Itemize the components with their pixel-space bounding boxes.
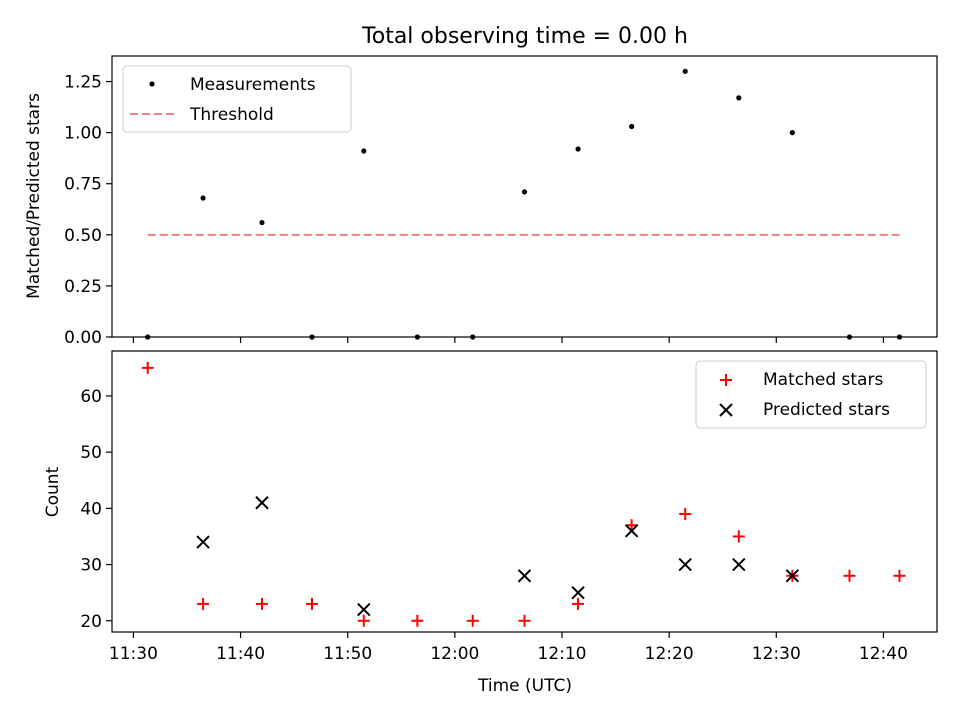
measurements-point <box>682 68 688 74</box>
matched-stars-point <box>843 569 856 582</box>
x-tick-label: 12:30 <box>752 644 801 664</box>
counts-y-tick-label: 20 <box>80 612 102 632</box>
measurements-point <box>200 195 206 201</box>
counts-panel: 11:30 11:40 11:50 12:00 12:10 12:20 12:30 12:40… <box>43 350 938 696</box>
x-tick-label: 11:50 <box>323 644 372 664</box>
ratio-y-tick-label: 1.00 <box>64 124 102 144</box>
counts-y-tick-label: 40 <box>80 499 102 519</box>
x-tick-label: 12:10 <box>538 644 587 664</box>
measurements-point <box>789 130 795 136</box>
matched-stars-point <box>256 597 268 610</box>
counts-series-layer <box>141 361 906 627</box>
chart-title: Total observing time = 0.00 h <box>361 24 688 49</box>
predicted-stars-point <box>196 535 210 549</box>
ratio-y-tick-label: 0.50 <box>64 226 102 246</box>
measurements-point <box>361 148 367 154</box>
ratio-y-tick-label: 0.75 <box>64 175 102 195</box>
matched-stars-point <box>572 597 585 610</box>
matched-stars-point <box>306 597 318 610</box>
ratio-legend: Measurements Threshold <box>122 65 352 133</box>
counts-y-tick-label: 60 <box>80 387 102 407</box>
predicted-stars-point <box>732 557 746 572</box>
x-tick-label: 12:40 <box>859 644 908 664</box>
measurements-point <box>736 95 742 101</box>
predicted-stars-point <box>255 496 269 510</box>
measurements-point <box>575 146 581 152</box>
legend-marker-measurements <box>149 81 155 87</box>
x-tick-label: 12:00 <box>430 644 479 664</box>
measurements-point <box>259 219 265 226</box>
counts-y-axis-label: Count <box>43 466 63 517</box>
x-axis-label: Time (UTC) <box>477 676 572 696</box>
ratio-y-tick-label: 1.25 <box>64 73 102 93</box>
matched-stars-point <box>197 597 210 610</box>
ratio-y-tick-label: 0.00 <box>64 328 102 348</box>
predicted-stars-point <box>571 585 585 600</box>
ratio-y-axis-label: Matched/Predicted stars <box>24 93 44 299</box>
x-tick-label: 11:40 <box>216 644 265 664</box>
legend-label-threshold: Threshold <box>189 105 274 125</box>
legend-marker-matched-stars <box>720 374 732 386</box>
predicted-stars-point <box>785 569 800 583</box>
ratio-plot-frame <box>111 55 938 338</box>
counts-plot-frame <box>111 350 938 633</box>
ratio-y-tick-label: 0.25 <box>64 277 102 297</box>
measurements-point <box>629 123 635 130</box>
predicted-stars-point <box>678 557 692 572</box>
matched-stars-point <box>141 361 154 374</box>
counts-y-tick-label: 30 <box>80 556 102 576</box>
legend-label-matched-stars: Matched stars <box>763 370 883 390</box>
counts-legend: Matched stars Predicted stars <box>695 360 927 429</box>
legend-label-predicted-stars: Predicted stars <box>763 400 890 420</box>
x-tick-label: 12:20 <box>645 644 694 664</box>
x-tick-label: 11:30 <box>109 644 158 664</box>
predicted-stars-point <box>624 524 639 538</box>
counts-y-tick-label: 50 <box>80 443 102 463</box>
legend-marker-predicted-stars <box>719 403 733 417</box>
matched-stars-point <box>893 569 906 582</box>
matched-stars-point <box>357 614 370 627</box>
counts-axes-layer: 11:30 11:40 11:50 12:00 12:10 12:20 12:30 12:40… <box>80 387 908 664</box>
predicted-stars-point <box>357 602 371 617</box>
matched-stars-point <box>518 614 531 627</box>
matched-stars-point <box>411 614 424 627</box>
ratio-legend-box <box>122 65 352 133</box>
matched-stars-point <box>466 614 479 627</box>
counts-legend-box <box>695 360 927 429</box>
legend-label-measurements: Measurements <box>190 75 316 95</box>
matched-stars-point <box>625 519 638 532</box>
ratio-axes-layer: 0.00 0.25 0.50 0.75 1.00 1.25 <box>64 73 885 348</box>
measurements-point <box>521 189 528 195</box>
ratio-panel: 0.00 0.25 0.50 0.75 1.00 1.25 Matched/Predict… <box>24 55 938 348</box>
predicted-stars-point <box>517 569 532 583</box>
matched-stars-point <box>732 530 745 543</box>
matched-stars-point <box>679 507 692 520</box>
